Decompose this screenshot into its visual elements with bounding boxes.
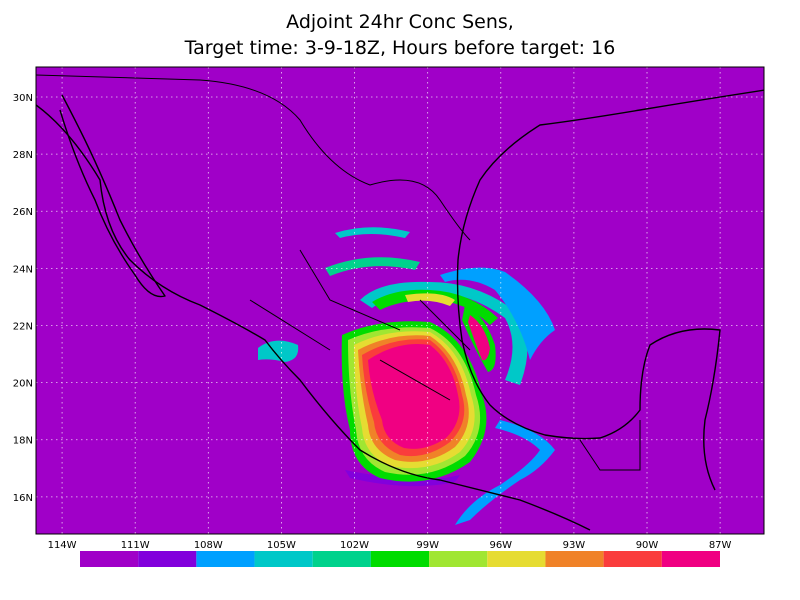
contour [368,344,460,449]
lon-tick-label: 87W [709,540,732,551]
colorbar-swatch [312,551,371,567]
coastline [36,104,591,531]
contour [372,289,498,325]
colorbar-swatch [487,551,546,567]
lat-tick-label: 18N [13,436,33,447]
lat-tick-label: 20N [13,379,33,390]
contour [360,281,528,385]
colorbar-swatch [196,551,255,567]
coastline [59,94,166,298]
sensitivity-field [258,227,555,525]
border [249,249,641,471]
frame [35,66,765,535]
lon-tick-label: 108W [194,540,223,551]
colorbar-swatch [370,551,430,567]
lat-tick-label: 24N [13,264,33,275]
colorbar-swatch [254,551,313,567]
colorbar-swatch [80,551,139,567]
lon-tick-label: 99W [416,540,439,551]
lon-tick-label: 96W [489,540,512,551]
lon-tick-label: 105W [267,540,296,551]
lon-tick-label: 102W [340,540,369,551]
lat-tick-label: 30N [13,93,33,104]
contour [468,315,490,361]
contour [258,340,299,362]
title: Adjoint 24hr Conc Sens, [286,11,514,33]
lon-tick-label: 111W [121,540,150,551]
contour [335,227,410,238]
graticule [36,67,764,534]
colorbar-swatch [429,551,488,567]
border [36,74,471,241]
colorbar-swatch [545,551,604,567]
colorbar-swatch [603,551,662,567]
lat-tick-label: 28N [13,150,33,161]
lat-tick-label: 16N [13,493,33,504]
lat-tick-label: 22N [13,321,33,332]
coastline [456,89,764,491]
lat-tick-label: 26N [13,207,33,218]
tick-labels: 114W 111W 108W 105W 102W 99W 96W 93W 90W 87W 16N 18… [13,93,732,551]
lon-tick-label: 93W [563,540,586,551]
colorbar [80,551,720,567]
contour [345,470,460,487]
lon-tick-label: 90W [636,540,659,551]
lon-tick-label: 114W [48,540,77,551]
contour [405,293,455,306]
contour [455,420,555,525]
coastlines [36,74,764,531]
colorbar-swatch [661,551,720,567]
contour [325,257,420,276]
contour [440,267,555,360]
colorbar-swatch [138,551,197,567]
subtitle: Target time: 3-9-18Z, Hours before targe… [184,37,616,59]
